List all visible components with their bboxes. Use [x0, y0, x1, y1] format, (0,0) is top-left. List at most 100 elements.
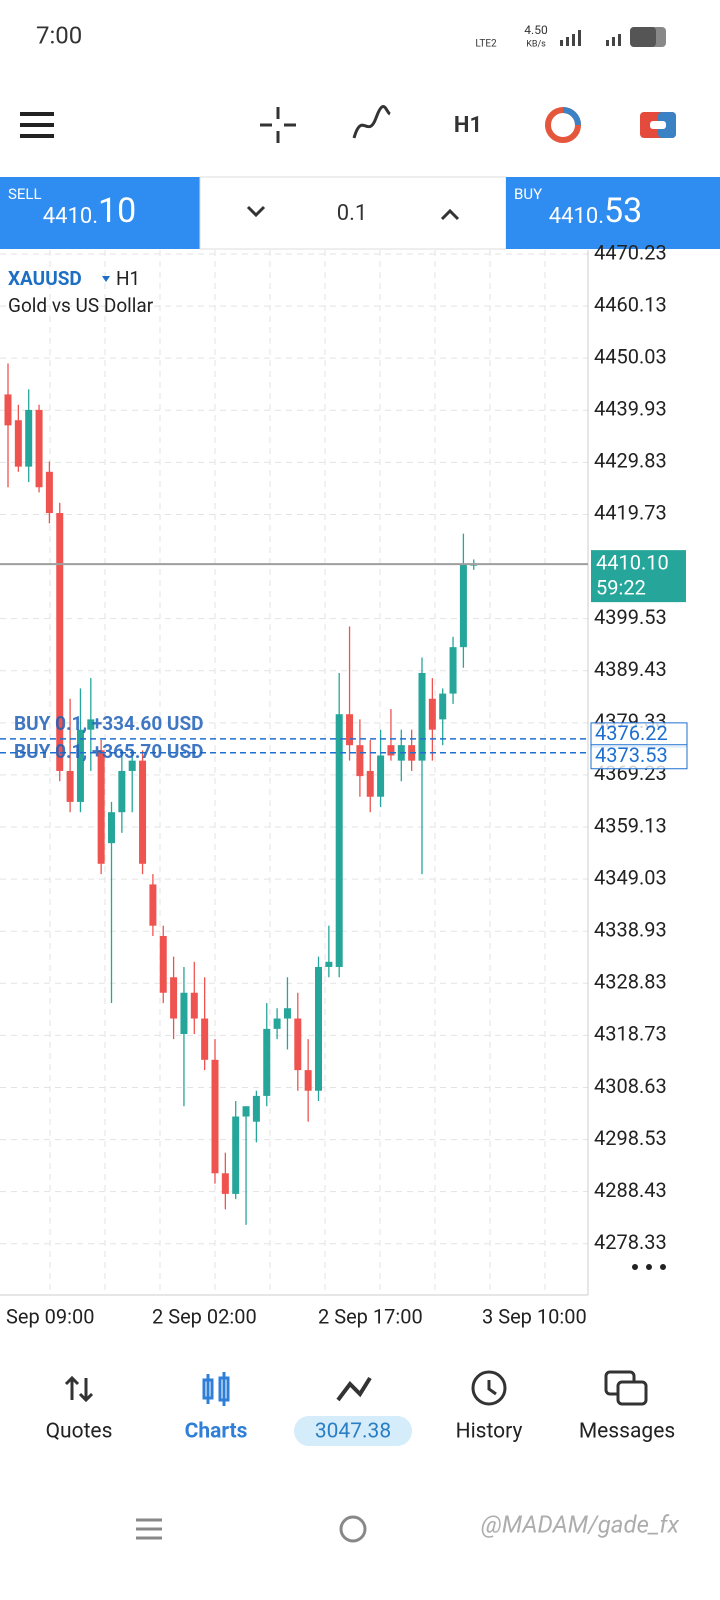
- position-label: BUY 0.1, +365.70 USD: [14, 740, 204, 763]
- sell-price-frac: 10: [98, 191, 136, 231]
- battery-level: [630, 27, 656, 47]
- candle-body: [242, 1106, 250, 1117]
- position-label: BUY 0.1, +334.60 USD: [14, 712, 204, 735]
- candle-body: [439, 693, 447, 720]
- volume-value: 0.1: [337, 201, 368, 226]
- candle-body: [428, 698, 436, 730]
- price-box-timer: 59:22: [596, 575, 646, 599]
- y-tick-label: 4419.73: [594, 501, 667, 525]
- x-tick-label: 3 Sep 10:00: [482, 1304, 587, 1328]
- objects-icon-part: [562, 107, 581, 126]
- candle-body: [387, 745, 395, 756]
- candle-body: [201, 1018, 209, 1060]
- history-icon: [471, 1370, 507, 1406]
- x-tick-label: Sep 09:00: [6, 1304, 94, 1328]
- candle-body: [4, 394, 12, 426]
- candle-body: [56, 513, 64, 771]
- y-tick-label: 4288.43: [594, 1178, 667, 1202]
- candle-body: [149, 884, 157, 926]
- volume-down[interactable]: [246, 205, 266, 218]
- x-tick-label: 2 Sep 17:00: [318, 1304, 423, 1328]
- buy-button[interactable]: [506, 177, 720, 249]
- candle-body: [449, 647, 457, 694]
- volume-up[interactable]: [440, 208, 460, 221]
- balance-pill: [294, 1416, 412, 1446]
- symbol-description: Gold vs US Dollar: [8, 294, 154, 317]
- symbol-dropdown[interactable]: [102, 276, 110, 282]
- candle-body: [14, 420, 22, 467]
- candle-body: [335, 714, 343, 967]
- candle-body: [108, 812, 115, 844]
- candle-body: [159, 936, 167, 993]
- y-tick-label: 4338.93: [594, 917, 667, 941]
- status-speed: 4.50: [524, 23, 548, 37]
- status-network: LTE2: [475, 39, 497, 50]
- candle-body: [87, 719, 95, 730]
- timeframe-button[interactable]: H1: [454, 113, 482, 138]
- buy-price-frac: 53: [604, 191, 642, 231]
- candle-body: [221, 1173, 229, 1194]
- crosshair-icon[interactable]: [260, 107, 296, 143]
- y-tick-label: 4399.53: [594, 605, 667, 629]
- position-price-box: [590, 744, 688, 770]
- candle-body: [356, 745, 364, 777]
- y-tick-label: 4298.53: [594, 1126, 667, 1150]
- bottom-nav: Quotes Charts 3047.38 History Messages: [46, 1420, 676, 1444]
- x-tick-label: 2 Sep 02:00: [152, 1304, 257, 1328]
- y-tick-label: 4318.73: [594, 1022, 667, 1046]
- sell-label: SELL: [8, 185, 42, 203]
- y-tick-label: 4389.43: [594, 657, 667, 681]
- position-price: 4376.22: [595, 721, 668, 745]
- candle-body: [325, 961, 333, 967]
- system-home[interactable]: [339, 1515, 367, 1543]
- candle-body: [459, 564, 467, 648]
- y-tick-label: 4460.13: [594, 292, 667, 316]
- system-menu[interactable]: [136, 1518, 162, 1540]
- y-tick-label: 4308.63: [594, 1074, 667, 1098]
- nav-item[interactable]: History: [456, 1420, 523, 1444]
- candle-body: [97, 750, 105, 864]
- charts-icon: [202, 1372, 230, 1406]
- candle-body: [45, 471, 53, 514]
- candle-body: [25, 409, 33, 467]
- quotes-icon: [64, 1375, 94, 1403]
- position-price-box: [590, 722, 688, 748]
- messages-icon: [604, 1370, 648, 1406]
- candle-body: [139, 760, 147, 864]
- volume-box: [199, 176, 507, 250]
- candle-body: [346, 714, 354, 746]
- indicator-icon[interactable]: [352, 105, 392, 139]
- y-tick-label: 4429.83: [594, 449, 667, 473]
- candle-body: [180, 992, 188, 1035]
- nav-item[interactable]: 3047.38: [315, 1420, 391, 1444]
- candle-body: [377, 755, 385, 797]
- y-tick-label: 4278.33: [594, 1230, 667, 1254]
- trade-nav-icon: [336, 1376, 372, 1402]
- candle-body: [66, 770, 74, 802]
- buy-price-main: 4410.: [549, 204, 604, 229]
- y-tick-label: 4470.23: [594, 240, 667, 264]
- nav-item[interactable]: Messages: [579, 1420, 675, 1444]
- status-speed-unit: KB/s: [526, 39, 546, 49]
- candle-body: [170, 977, 178, 1019]
- buy-label: BUY: [514, 185, 542, 203]
- sell-button[interactable]: [0, 177, 200, 249]
- candle-body: [294, 1018, 302, 1071]
- candle-body: [366, 770, 374, 797]
- candle-body: [118, 770, 126, 813]
- more-icon[interactable]: [632, 1264, 666, 1270]
- menu-icon[interactable]: [20, 112, 54, 138]
- candle-body: [35, 409, 43, 488]
- candle-body: [252, 1095, 260, 1122]
- chart-timeframe: H1: [116, 267, 140, 290]
- nav-item[interactable]: Charts: [185, 1420, 248, 1444]
- chart: 4470.23 4460.13 4450.03 4439.93 4429.83 4419.…: [0, 240, 688, 1328]
- candle-body: [304, 1070, 312, 1091]
- position-price: 4373.53: [595, 743, 668, 767]
- y-tick-label: 4359.13: [594, 813, 667, 837]
- candle-body: [283, 1008, 291, 1019]
- candle-body: [190, 992, 198, 1019]
- nav-item[interactable]: Quotes: [46, 1420, 113, 1444]
